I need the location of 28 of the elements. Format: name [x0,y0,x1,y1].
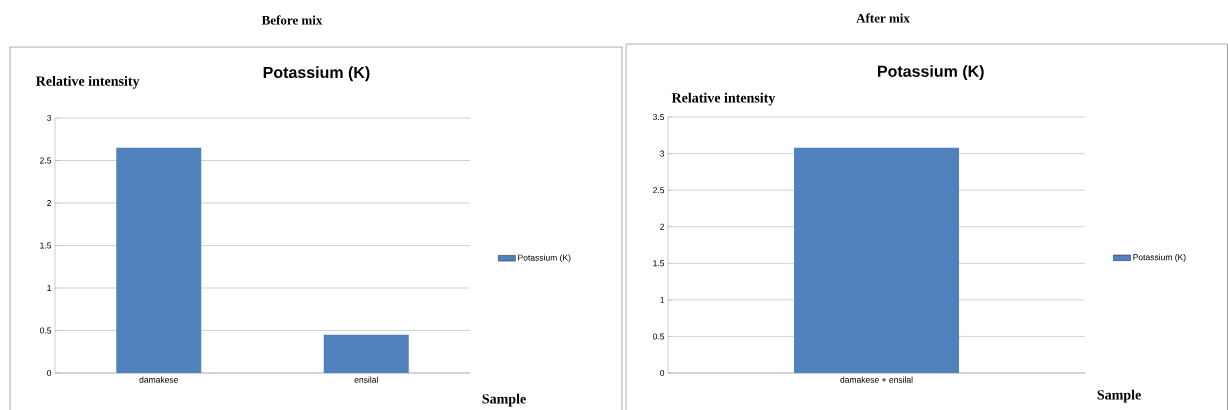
y-tick-label: 3.5 [652,114,665,121]
y-tick-label: 2 [660,223,665,230]
x-tick-label: damakese [139,376,178,383]
y-tick-label: 1 [660,296,665,303]
y-tick-label: 3 [47,115,52,122]
y-tick-label: 0.5 [39,327,52,334]
y-tick-label: 1 [47,285,52,291]
text: Before mix [261,15,323,25]
y-tick-label: 3 [660,150,665,157]
chart-title: Potassium (K) [263,66,370,82]
legend-label: Potassium (K) [518,254,571,263]
x-tick-label: damakese + ensilal [840,376,913,383]
x-axis-title: Sample [482,393,526,407]
y-tick-label: 2 [47,200,52,206]
x-tick-label: ensilal [354,376,378,383]
y-tick-label: 0.5 [652,333,665,340]
y-tick-label: 2.5 [653,187,665,194]
y-tick-label: 1.5 [40,242,52,249]
y-axis-title: Relative intensity [671,92,776,106]
y-axis-title: Relative intensity [35,75,140,89]
text: After mix [856,13,910,23]
y-tick-label: 1.5 [653,260,665,267]
y-tick-label: 2.5 [40,157,52,164]
x-axis-title: Sample [1097,389,1141,403]
legend-label: Potassium (K) [1133,253,1186,262]
chart-title: Potassium (K) [878,65,984,81]
y-tick-label: 0 [660,370,665,377]
y-tick-label: 0 [47,370,52,377]
